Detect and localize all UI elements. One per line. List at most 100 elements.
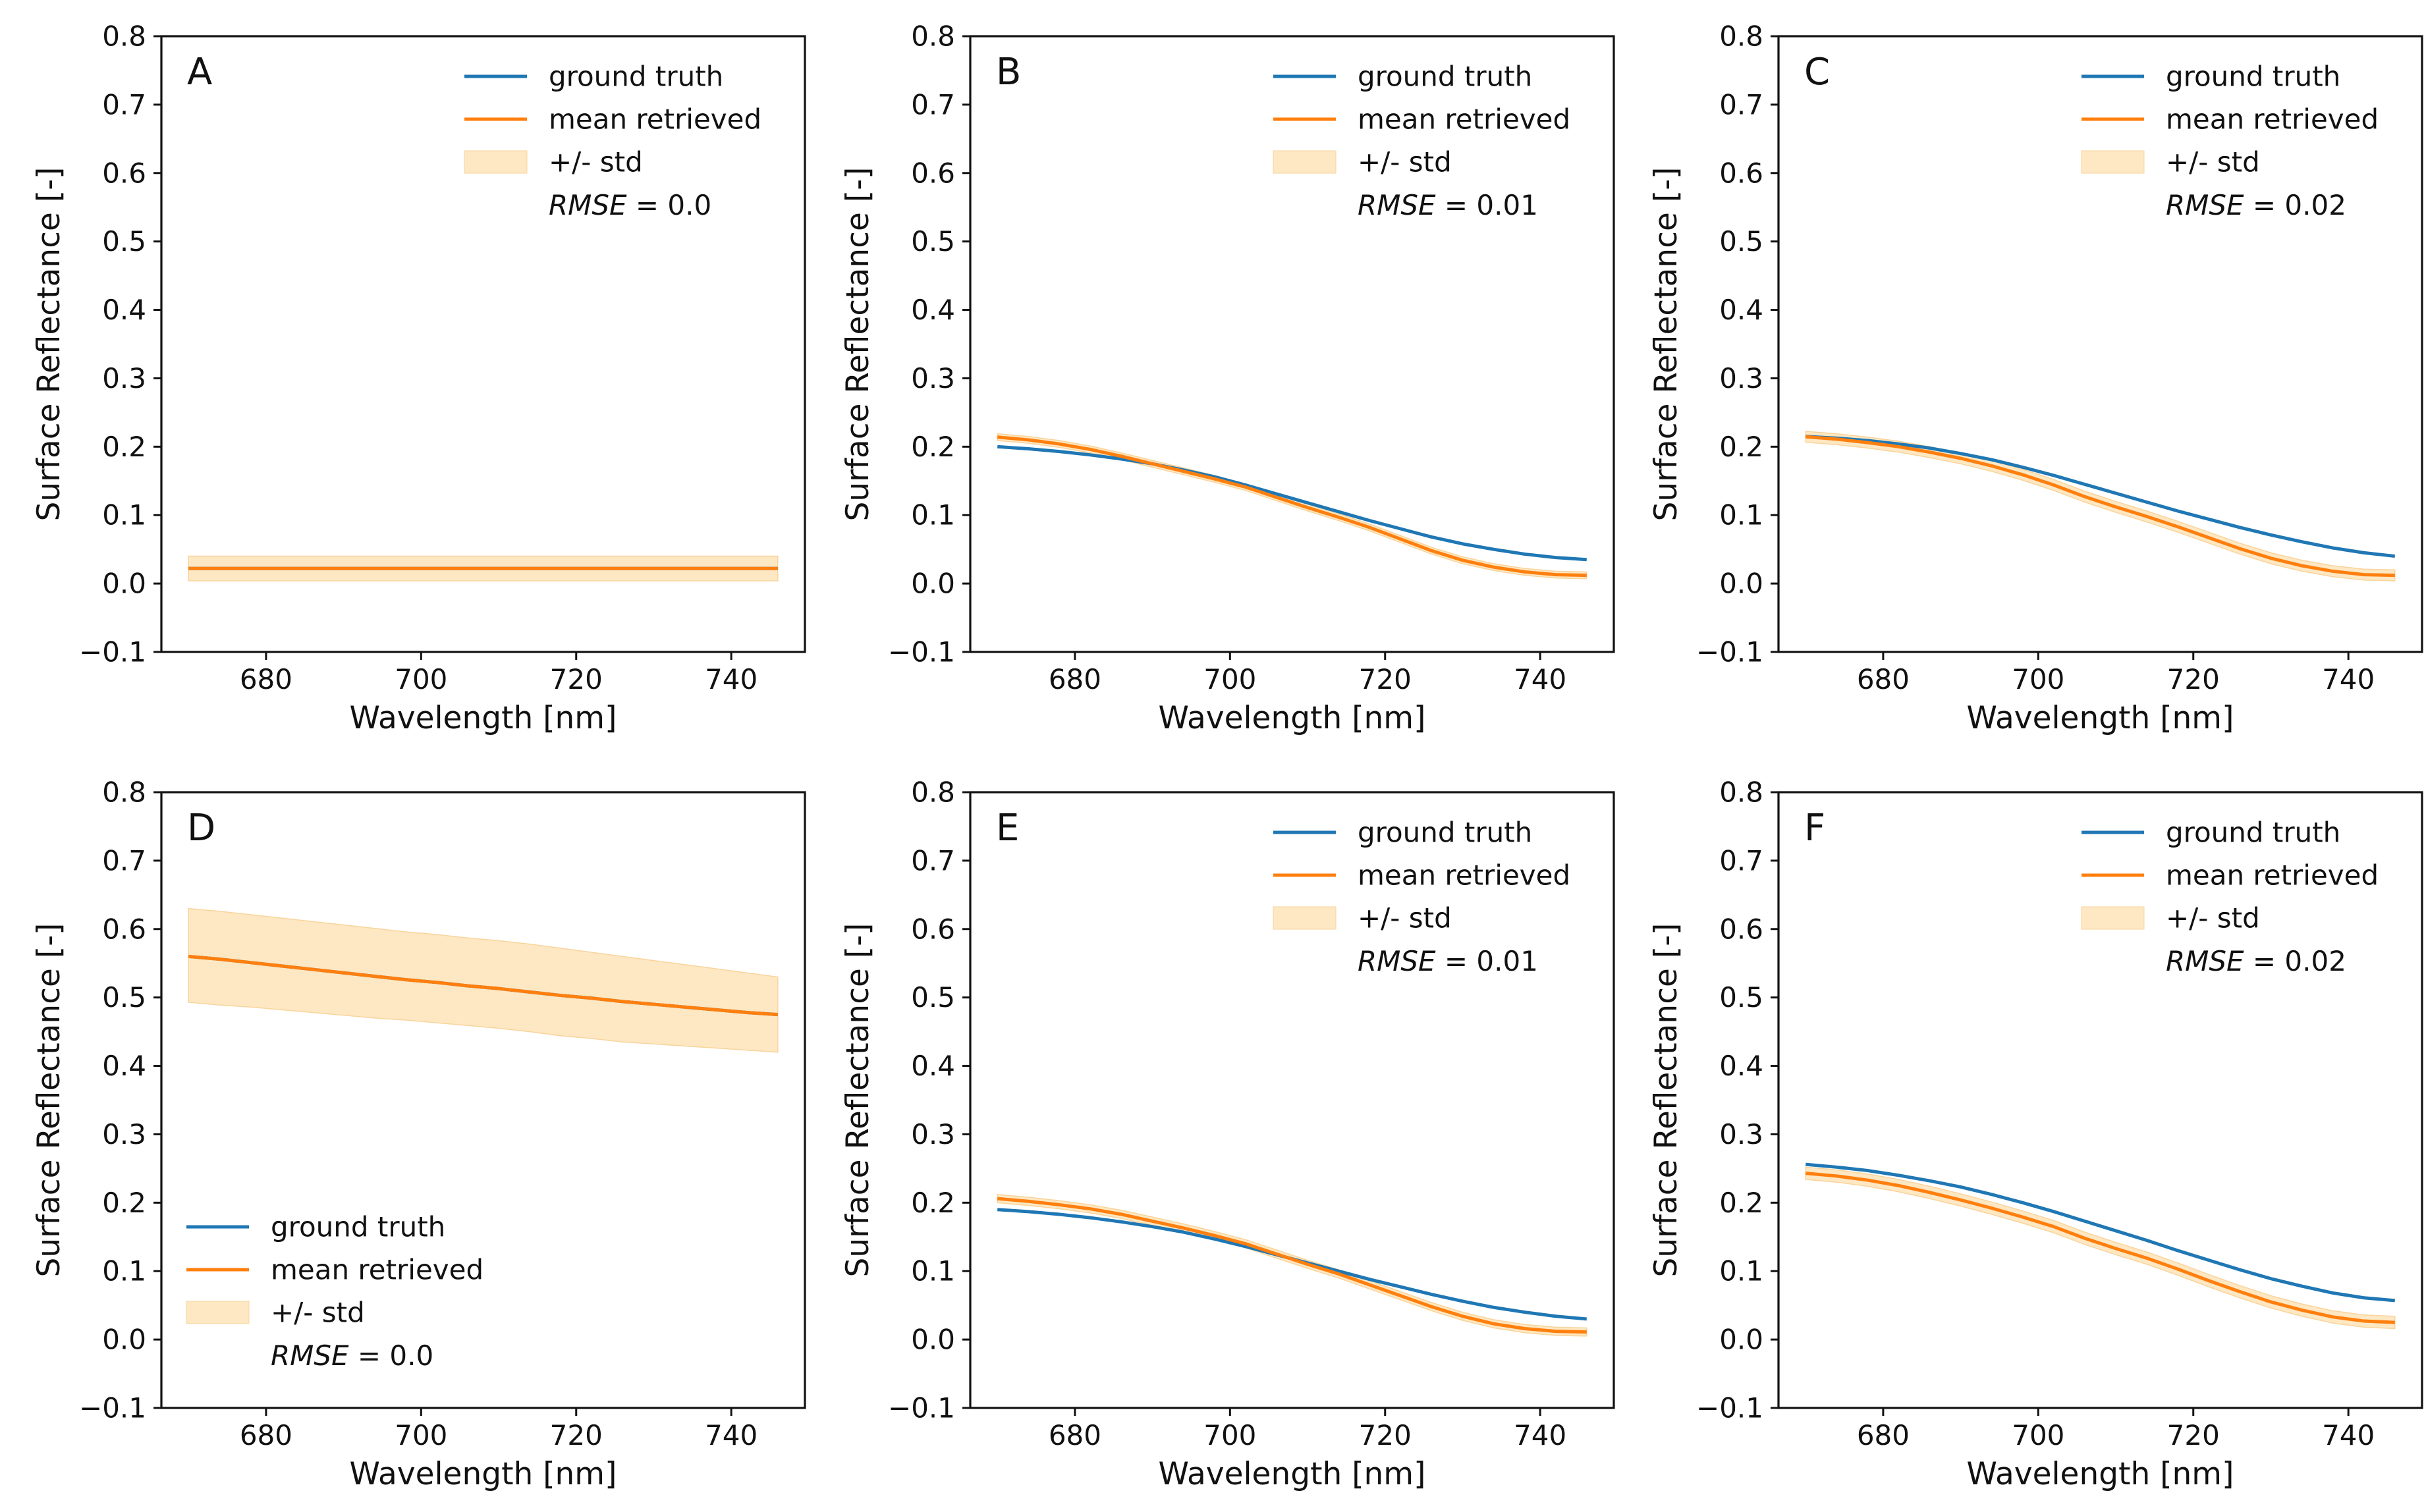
axes-box xyxy=(969,791,1615,1409)
y-tick-label: 0.3 xyxy=(102,1118,146,1150)
legend-ground-truth-label: ground truth xyxy=(1358,817,1532,849)
legend-rmse: RMSE = 0.01 xyxy=(1358,945,1538,977)
legend-mean-retrieved-label: mean retrieved xyxy=(1358,859,1570,892)
chart-B-svg: 0.8 0.7 0.6 0.5 0.4 0.3 0.2 0.1 0.0 −0.1 680 700 720… xyxy=(840,20,1615,736)
std-band-area xyxy=(188,907,779,1053)
panel-letter: F xyxy=(1804,807,1825,850)
rmse-word: RMSE xyxy=(1358,189,1436,221)
legend-ground-truth: ground truth xyxy=(2081,61,2341,93)
legend-mean-retrieved-label: mean retrieved xyxy=(2166,859,2379,892)
y-tick-label: 0.6 xyxy=(1720,157,1764,189)
legend-std-swatch xyxy=(186,1301,250,1324)
legend-rmse: RMSE = 0.0 xyxy=(549,189,711,221)
x-tick-label: 700 xyxy=(2012,663,2065,695)
y-tick-label: 0.0 xyxy=(102,568,146,600)
y-tick-label: 0.1 xyxy=(911,499,955,531)
y-tick-label: 0.0 xyxy=(1720,1324,1764,1356)
x-tick-label: 700 xyxy=(1203,663,1256,695)
x-tick-label: 720 xyxy=(2167,1419,2220,1451)
y-tick-label: 0.4 xyxy=(1720,294,1764,326)
y-tick-label: 0.6 xyxy=(102,157,146,189)
y-tick-label: 0.3 xyxy=(102,362,146,394)
legend-rmse-label: RMSE = 0.01 xyxy=(1358,945,1538,977)
y-tick-label: 0.4 xyxy=(911,294,955,326)
y-tick-label: 0.1 xyxy=(1720,499,1764,531)
panel-D: 0.8 0.7 0.6 0.5 0.4 0.3 0.2 0.1 0.0 −0.1 680 700 720… xyxy=(0,756,809,1512)
y-tick-label: 0.7 xyxy=(911,844,955,877)
std-band-area xyxy=(1805,431,2396,581)
legend-rmse: RMSE = 0.02 xyxy=(2166,189,2346,221)
chart-C-svg: 0.8 0.7 0.6 0.5 0.4 0.3 0.2 0.1 0.0 −0.1 680 700 720… xyxy=(1648,20,2423,736)
legend-std-swatch xyxy=(2081,906,2145,930)
y-tick-label: 0.3 xyxy=(1720,1118,1764,1150)
y-tick-label: 0.6 xyxy=(911,913,955,945)
y-tick-label: 0.6 xyxy=(911,157,955,189)
y-tick-label: 0.0 xyxy=(911,568,955,600)
rmse-value: = 0.0 xyxy=(627,189,712,221)
rmse-word: RMSE xyxy=(549,189,627,221)
ground-truth-line xyxy=(1806,1162,2396,1303)
legend-mean-retrieved: mean retrieved xyxy=(1273,103,1570,136)
y-tick-label: −0.1 xyxy=(888,635,955,668)
rmse-value: = 0.02 xyxy=(2244,189,2346,221)
y-tick-label: 0.7 xyxy=(102,844,146,877)
legend-rmse: RMSE = 0.02 xyxy=(2166,945,2346,977)
mean-retrieved-line xyxy=(1806,1172,2396,1324)
x-tick-label: 740 xyxy=(1514,1419,1566,1451)
x-axis-label: Wavelength [nm] xyxy=(1158,700,1425,736)
y-tick-label: 0.0 xyxy=(102,1324,146,1356)
legend-rmse-label: RMSE = 0.02 xyxy=(2166,189,2346,221)
legend-mean-retrieved: mean retrieved xyxy=(2081,859,2379,892)
y-tick-label: 0.5 xyxy=(911,225,955,257)
y-axis-label: Surface Reflectance [-] xyxy=(840,167,876,522)
y-tick-label: 0.4 xyxy=(911,1050,955,1082)
x-tick-label: 700 xyxy=(395,1419,447,1451)
legend-mean-retrieved-label: mean retrieved xyxy=(1358,103,1570,136)
legend-mean-retrieved-label: mean retrieved xyxy=(271,1253,483,1285)
legend-mean-retrieved-label: mean retrieved xyxy=(549,103,761,136)
legend-std-label: +/- std xyxy=(1358,902,1452,934)
x-axis-label: Wavelength [nm] xyxy=(350,1456,617,1492)
y-axis-label: Surface Reflectance [-] xyxy=(31,167,67,522)
legend-std-swatch xyxy=(1273,906,1337,930)
y-tick-label: 0.8 xyxy=(1720,20,1764,53)
axes-box xyxy=(160,35,806,653)
y-tick-label: 0.5 xyxy=(1720,225,1764,257)
y-tick-label: −0.1 xyxy=(1696,1391,1763,1424)
y-tick-label: 0.4 xyxy=(102,294,146,326)
x-tick-label: 700 xyxy=(395,663,447,695)
y-tick-label: 0.8 xyxy=(102,20,146,53)
y-tick-label: 0.5 xyxy=(102,981,146,1013)
rmse-word: RMSE xyxy=(271,1339,349,1371)
legend-mean-retrieved: mean retrieved xyxy=(464,103,761,136)
legend-ground-truth: ground truth xyxy=(1273,817,1532,849)
y-tick-label: 0.2 xyxy=(1720,431,1764,463)
legend-ground-truth: ground truth xyxy=(2081,817,2341,849)
x-axis-label: Wavelength [nm] xyxy=(1967,1456,2234,1492)
chart-A-svg: 0.8 0.7 0.6 0.5 0.4 0.3 0.2 0.1 0.0 −0.1 680 700 720… xyxy=(31,20,806,736)
x-tick-label: 740 xyxy=(705,663,758,695)
x-tick-label: 740 xyxy=(1514,663,1566,695)
y-axis-label: Surface Reflectance [-] xyxy=(1648,923,1684,1278)
y-tick-label: 0.5 xyxy=(102,225,146,257)
x-tick-label: 680 xyxy=(1048,663,1101,695)
legend-std: +/- std xyxy=(464,146,643,178)
x-tick-label: 720 xyxy=(550,663,603,695)
legend-std-swatch xyxy=(2081,150,2145,174)
legend-std-label: +/- std xyxy=(271,1296,365,1328)
y-tick-label: 0.3 xyxy=(1720,362,1764,394)
x-axis-label: Wavelength [nm] xyxy=(1967,700,2234,736)
y-tick-label: 0.6 xyxy=(1720,913,1764,945)
rmse-word: RMSE xyxy=(2166,945,2244,977)
axes-box xyxy=(160,791,806,1409)
ground-truth-line xyxy=(997,445,1587,562)
y-tick-label: 0.8 xyxy=(911,776,955,809)
panel-letter: A xyxy=(187,51,212,94)
panel-letter: E xyxy=(996,807,1019,850)
x-tick-label: 740 xyxy=(705,1419,758,1451)
legend-std: +/- std xyxy=(186,1296,365,1328)
y-tick-label: −0.1 xyxy=(1696,635,1763,668)
mean-retrieved-line xyxy=(188,954,778,1017)
y-tick-label: 0.1 xyxy=(1720,1255,1764,1287)
